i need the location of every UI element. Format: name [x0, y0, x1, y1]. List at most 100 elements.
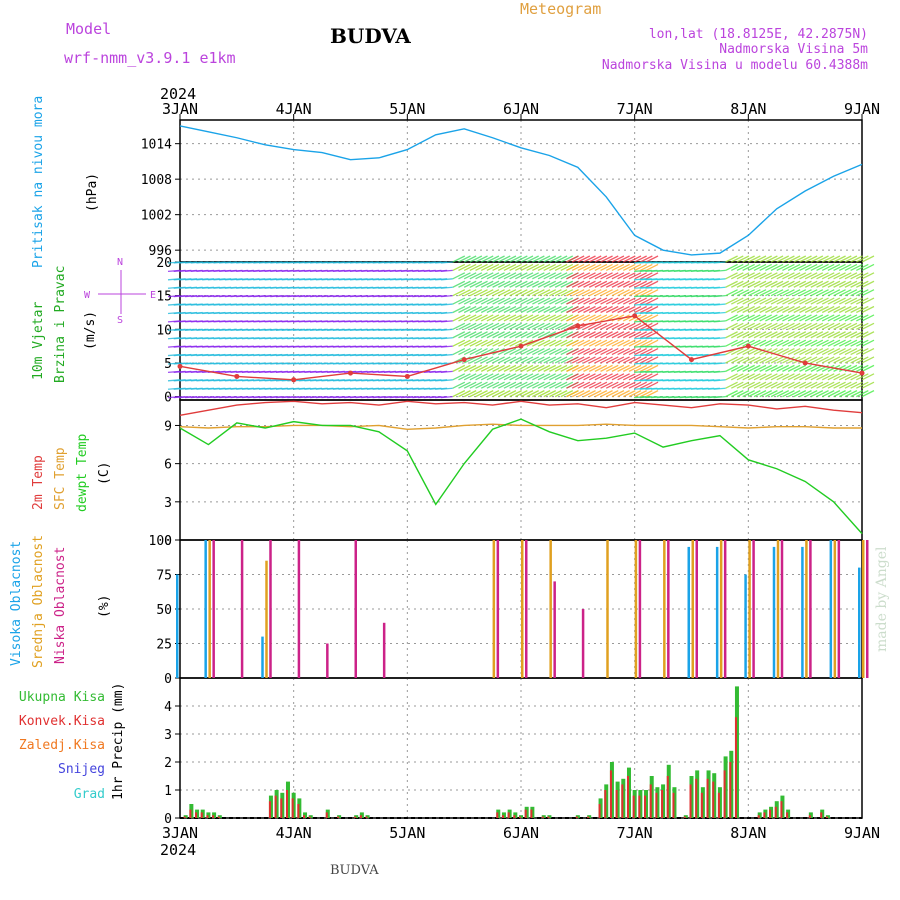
- precip-bar-convective: [195, 812, 198, 818]
- y-tick-label: 2: [164, 756, 172, 771]
- wind-speed-point: [177, 363, 183, 369]
- wind-barb: [475, 381, 488, 389]
- wind-barb: [594, 339, 608, 347]
- wind-barb: [833, 289, 846, 297]
- wind-barb: [463, 263, 477, 271]
- wind-barb: [804, 339, 818, 347]
- wind-barb: [577, 314, 591, 322]
- wind-barb: [526, 331, 539, 339]
- wind-barb: [861, 364, 875, 372]
- wind-barb: [827, 347, 841, 356]
- wind-barb: [736, 356, 750, 364]
- wind-barb: [515, 390, 528, 398]
- wind-barb: [503, 272, 517, 280]
- lonlat-text: lon,lat (18.8125E, 42.2875N): [649, 27, 868, 42]
- wind-barb: [480, 305, 494, 314]
- wind-barb: [827, 390, 841, 398]
- wind-barb: [736, 390, 750, 398]
- wind-barb: [645, 272, 659, 280]
- wind-barb: [816, 255, 829, 263]
- wind-barb: [634, 364, 647, 372]
- wind-barb: [526, 322, 539, 330]
- wind-barb: [730, 390, 744, 398]
- wind-barb: [583, 356, 596, 364]
- wind-barb: [554, 263, 568, 271]
- wind-barb: [560, 381, 574, 389]
- wind-barb: [816, 289, 829, 297]
- wind-barb: [640, 305, 653, 314]
- wind-barb: [748, 356, 761, 364]
- wind-barb: [838, 297, 852, 305]
- wind-barb: [526, 305, 539, 314]
- wind-barb: [594, 305, 608, 314]
- wind-barb: [480, 364, 494, 372]
- y-tick-label: 75: [156, 569, 172, 584]
- wind-barb: [713, 269, 726, 273]
- wind-barb: [844, 297, 858, 305]
- x-tick-label-top: 4JAN: [276, 100, 312, 118]
- wind-barb: [776, 347, 790, 356]
- wind-barb: [497, 280, 511, 288]
- wind-barb: [452, 381, 466, 389]
- wind-barb: [492, 272, 505, 280]
- year-top: 2024: [160, 85, 196, 103]
- cloud-bar: [687, 546, 690, 678]
- precip-bar-convective: [621, 784, 624, 818]
- temp-series-line-0: [179, 400, 863, 416]
- wind-barb: [628, 339, 642, 347]
- wind-barb: [730, 297, 744, 305]
- wind-barb: [844, 272, 858, 280]
- wind-barb: [611, 390, 625, 398]
- wind-barb: [588, 339, 602, 347]
- wind-barb: [515, 305, 528, 314]
- wind-barb: [566, 255, 579, 263]
- wind-barb: [463, 373, 477, 381]
- precip-bar-convective: [638, 795, 641, 818]
- temp-series-line-1: [179, 423, 862, 430]
- wind-barb: [492, 305, 505, 314]
- wind-barb: [628, 364, 642, 372]
- wind-barb: [850, 297, 863, 305]
- wind-barb: [810, 289, 824, 297]
- meteogram-title: Meteogram: [520, 0, 601, 18]
- wind-barb: [554, 297, 568, 305]
- wind-barb: [736, 272, 750, 280]
- wind-barb: [560, 272, 574, 280]
- wind-barb: [520, 322, 534, 330]
- precip-bar-convective: [632, 795, 635, 818]
- wind-barb: [458, 255, 471, 263]
- wind-barb: [776, 280, 790, 288]
- wind-barb: [588, 322, 602, 330]
- wind-barb: [571, 255, 585, 263]
- wind-barb: [588, 373, 602, 381]
- wind-barb: [577, 280, 591, 288]
- wind-speed-point: [291, 377, 297, 383]
- wind-barb: [810, 339, 824, 347]
- wind-barb: [787, 305, 801, 314]
- wind-barb: [492, 314, 505, 322]
- wind-barb: [765, 381, 778, 389]
- precip-bar-convective: [303, 815, 306, 818]
- wind-barb: [793, 255, 807, 263]
- wind-barb: [776, 305, 790, 314]
- wind-barb: [532, 314, 545, 322]
- wind-unit: (m/s): [83, 311, 98, 350]
- wind-barb: [543, 289, 557, 297]
- mid-cloud-ylabel: Srednja Oblacnost: [31, 535, 46, 668]
- wind-barb: [827, 272, 841, 280]
- wind-barb: [821, 272, 835, 280]
- wind-barb: [583, 364, 596, 372]
- wind-barb: [628, 322, 642, 330]
- wind-barb: [537, 331, 551, 339]
- wind-barb: [520, 272, 534, 280]
- precip-bar-convective: [689, 784, 692, 818]
- wind-barb: [503, 347, 517, 356]
- wind-barb: [736, 297, 750, 305]
- wind-barb: [605, 289, 619, 297]
- wind-barb: [532, 280, 545, 288]
- wind-barb: [560, 331, 574, 339]
- wind-barb: [560, 347, 574, 356]
- wind-barb: [645, 289, 659, 297]
- wind-barb: [645, 390, 659, 398]
- wind-barb: [617, 297, 630, 305]
